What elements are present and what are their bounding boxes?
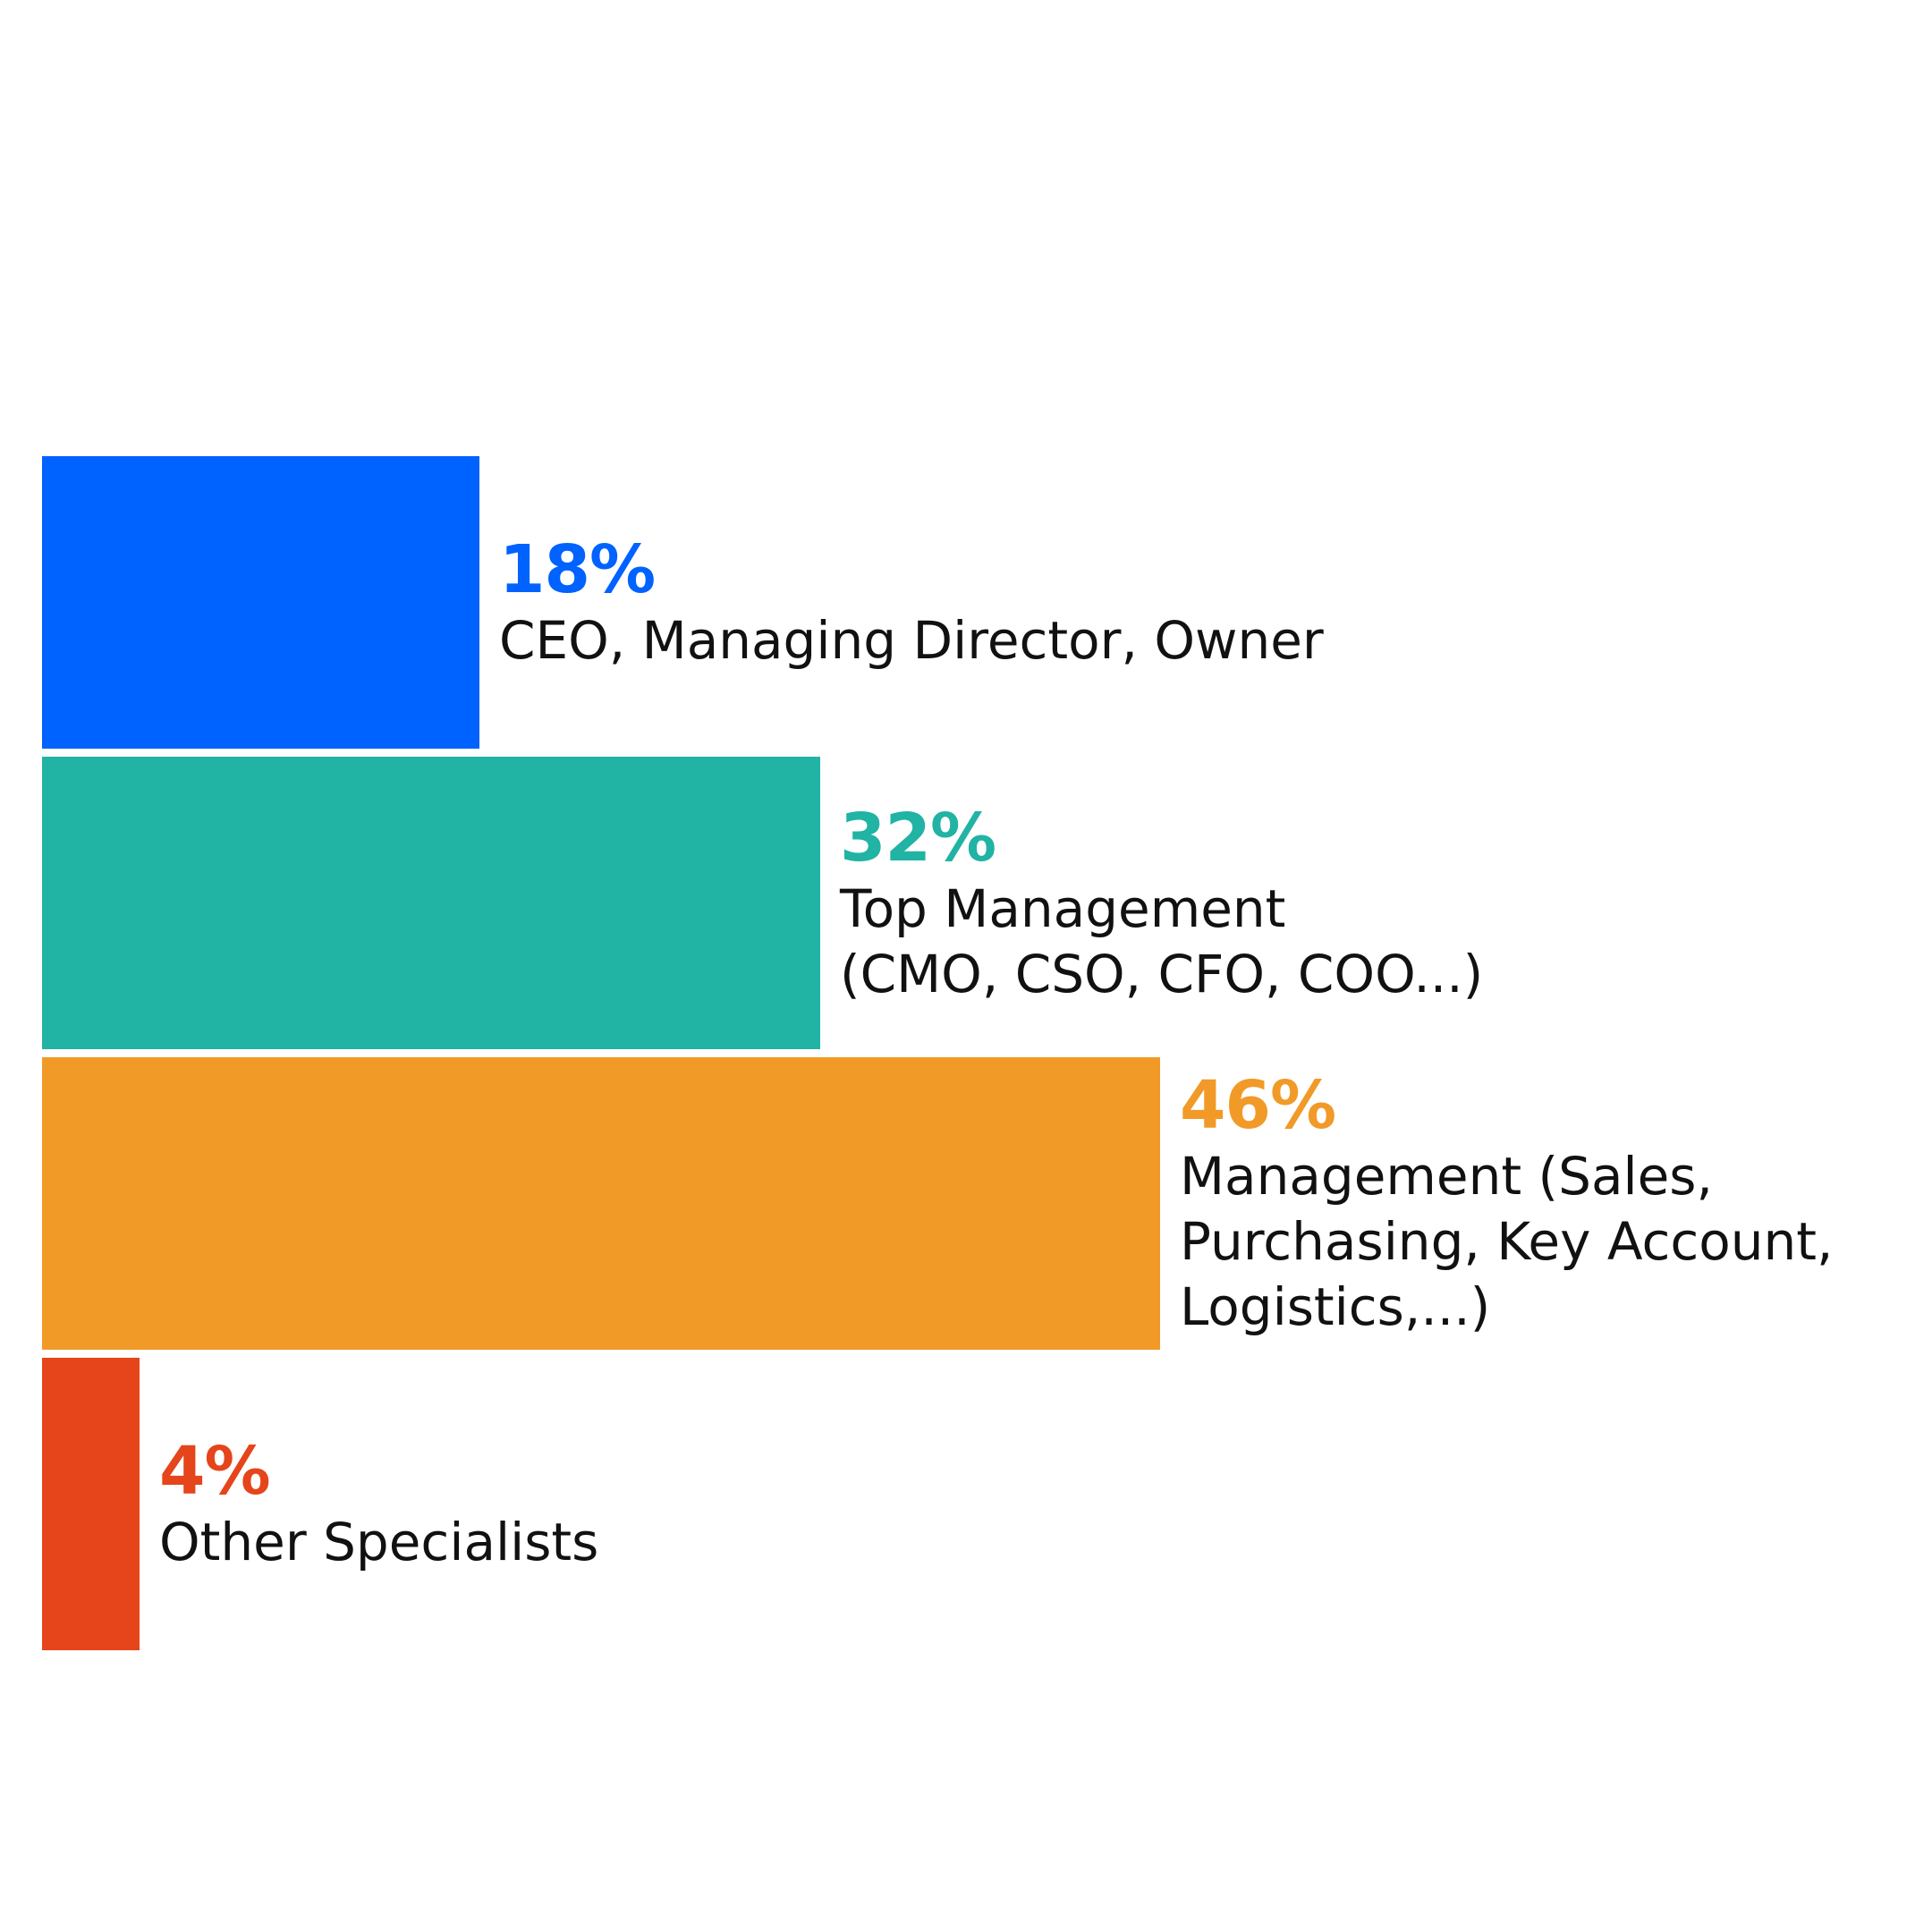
bar-label-3: 46% Management (Sales, Purchasing, Key Ac…: [1180, 1067, 1833, 1340]
bar-label-1: 18% CEO, Managing Director, Owner: [499, 531, 1324, 674]
category-label: Top Management (CMO, CSO, CFO, COO...): [840, 878, 1484, 1004]
bar-label-4: 4% Other Specialists: [159, 1433, 598, 1575]
bar-4: [42, 1358, 140, 1650]
category-label: Management (Sales, Purchasing, Key Accou…: [1180, 1146, 1834, 1337]
value-label: 4%: [159, 1433, 271, 1510]
bar-2: [42, 757, 820, 1049]
bar-1: [42, 456, 479, 749]
category-label: CEO, Managing Director, Owner: [499, 610, 1324, 671]
bar-label-2: 32% Top Management (CMO, CSO, CFO, COO...…: [840, 800, 1483, 1007]
value-label: 18%: [499, 531, 656, 608]
category-label: Other Specialists: [159, 1512, 599, 1572]
value-label: 46%: [1180, 1067, 1336, 1144]
value-label: 32%: [840, 800, 996, 877]
bar-3: [42, 1057, 1160, 1350]
